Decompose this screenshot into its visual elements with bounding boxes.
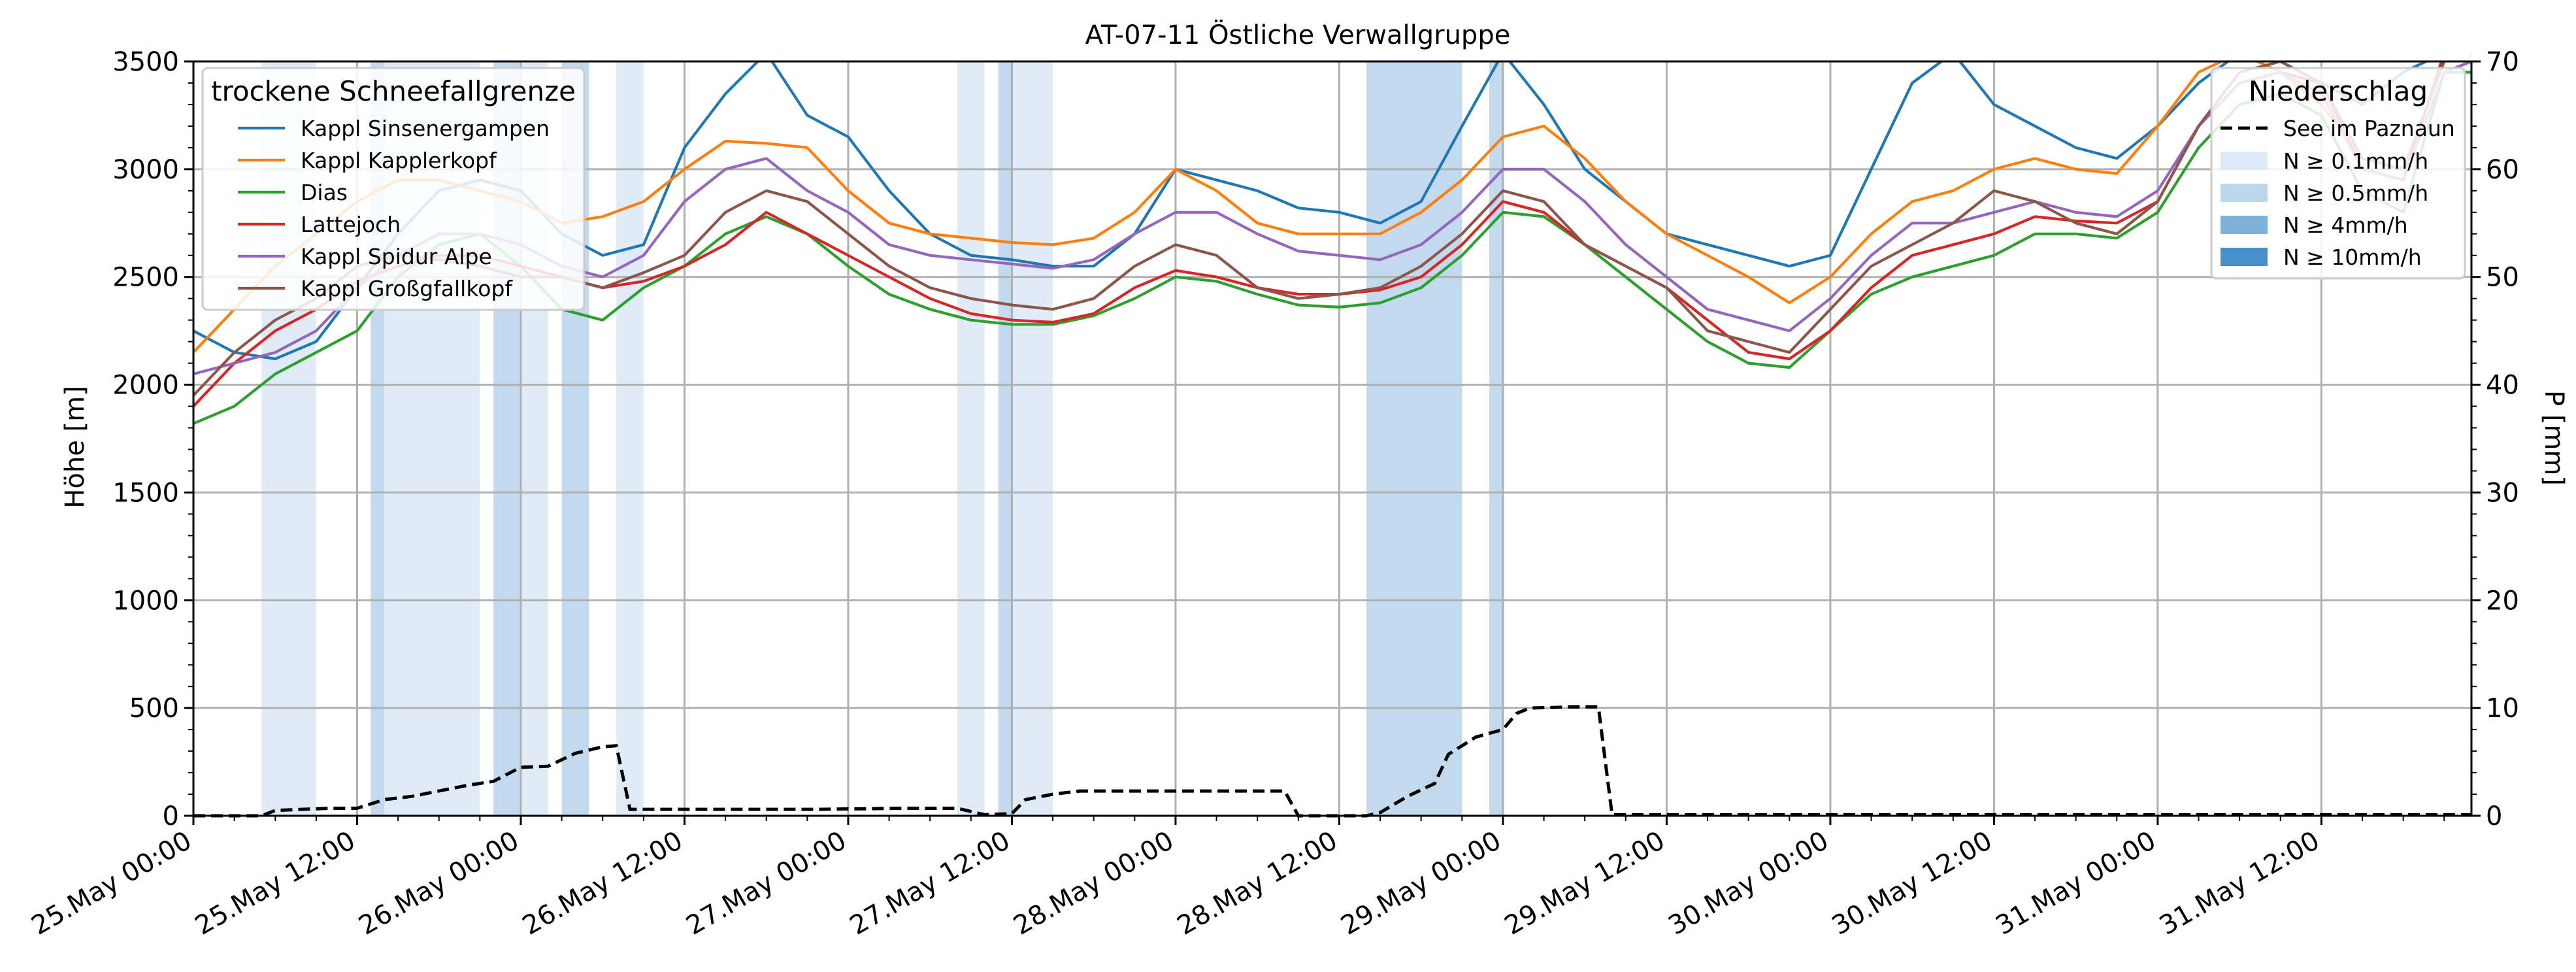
x-tick-label-10: 30.May 00:00 [1663, 826, 1834, 941]
legend-label-4: Kappl Spidur Alpe [301, 244, 492, 269]
x-tick-label-0: 25.May 00:00 [26, 826, 197, 941]
legend-label-1: Kappl Kapplerkopf [301, 148, 497, 173]
x-tick-label-5: 27.May 12:00 [845, 826, 1016, 941]
y-tick-label-1: 500 [129, 694, 179, 724]
y-right-tick-label-2: 20 [2486, 586, 2519, 616]
x-tick-label-11: 30.May 12:00 [1827, 826, 1998, 941]
y-tick-label-0: 0 [163, 801, 179, 831]
precip-band-9 [1012, 61, 1053, 816]
plot-top-mask [193, 0, 2471, 61]
y-right-tick-label-6: 60 [2486, 155, 2519, 185]
legend-label-2: Dias [301, 180, 348, 205]
legend-right-title: Niederschlag [2249, 75, 2428, 107]
legend-precip-line-label: See im Paznaun [2283, 116, 2455, 141]
plot-frame [192, 60, 2473, 817]
legend-band-swatch-0 [2221, 152, 2268, 170]
legend-band-label-3: N ≥ 10mm/h [2283, 244, 2422, 270]
chart-title: AT-07-11 Östliche Verwallgruppe [1085, 19, 1511, 50]
y-tick-label-3: 1500 [112, 478, 179, 508]
x-tick-label-2: 26.May 00:00 [354, 826, 524, 941]
precip-band-8 [998, 61, 1012, 816]
legend-band-label-2: N ≥ 4mm/h [2283, 212, 2408, 238]
legend-band-swatch-2 [2221, 216, 2268, 234]
y-right-tick-label-7: 70 [2486, 47, 2519, 77]
x-tick-label-4: 27.May 00:00 [681, 826, 851, 941]
series-line-2 [193, 71, 2471, 425]
series-layer [192, 0, 2472, 818]
x-tick-label-7: 28.May 12:00 [1172, 826, 1343, 941]
y-right-tick-label-4: 40 [2486, 371, 2519, 401]
precip-band-6 [616, 61, 644, 816]
legend-label-3: Lattejoch [301, 212, 401, 237]
y-tick-label-6: 3000 [112, 155, 179, 185]
precip-line [193, 705, 2471, 818]
y-axis-label-left: Höhe [m] [60, 386, 90, 508]
y-tick-label-2: 1000 [112, 586, 179, 616]
x-tick-label-13: 31.May 12:00 [2155, 826, 2325, 941]
y-axis-label-right: P [mm] [2539, 390, 2569, 486]
x-tick-label-9: 29.May 12:00 [1500, 826, 1670, 941]
legend-band-label-0: N ≥ 0.1mm/h [2283, 148, 2428, 174]
x-tick-label-1: 25.May 12:00 [190, 826, 361, 941]
legend-left-box [201, 67, 586, 311]
y-right-tick-label-0: 0 [2486, 801, 2502, 831]
legend-band-label-1: N ≥ 0.5mm/h [2283, 180, 2428, 206]
legend-left-title: trockene Schneefallgrenze [211, 75, 576, 107]
precip-band-7 [957, 61, 985, 816]
y-tick-label-4: 2000 [112, 371, 179, 401]
x-tick-label-6: 28.May 00:00 [1008, 826, 1179, 941]
precip-band-10 [1366, 61, 1462, 816]
legend-snowline: trockene Schneefallgrenze Kappl Sinsenerg… [201, 67, 586, 311]
y-right-tick-label-5: 50 [2486, 263, 2519, 293]
precip-band-11 [1489, 61, 1503, 816]
y-tick-label-7: 3500 [112, 47, 179, 77]
legend-label-0: Kappl Sinsenergampen [301, 116, 550, 141]
legend-precipitation: Niederschlag See im Paznaun N ≥ 0.1mm/h N ≥… [2210, 67, 2466, 280]
legend-label-5: Kappl Großgfallkopf [301, 276, 513, 301]
legend-right-box [2210, 67, 2466, 280]
x-tick-label-3: 26.May 12:00 [518, 826, 688, 941]
y-right-tick-label-3: 30 [2486, 478, 2519, 508]
x-tick-label-12: 31.May 00:00 [1990, 826, 2161, 941]
legend-band-swatch-1 [2221, 184, 2268, 202]
y-tick-label-5: 2500 [112, 263, 179, 293]
x-tick-label-8: 29.May 00:00 [1336, 826, 1506, 941]
legend-band-swatch-3 [2221, 248, 2268, 266]
y-right-tick-label-1: 10 [2486, 694, 2519, 724]
